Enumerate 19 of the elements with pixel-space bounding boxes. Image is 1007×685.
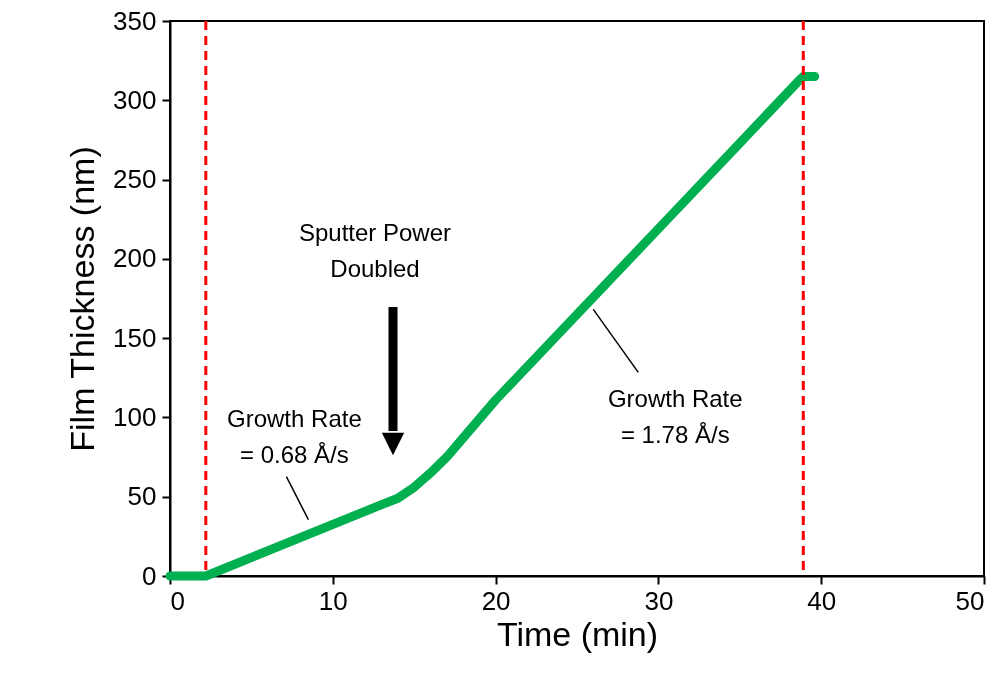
y-tick-label: 100 xyxy=(113,401,157,432)
annotation: Sputter Power Doubled xyxy=(298,219,452,282)
y-tick-label: 250 xyxy=(113,164,157,195)
y-tick-label: 150 xyxy=(113,322,157,353)
y-tick-label: 200 xyxy=(113,243,157,274)
annotation: Growth Rate = 0.68 Å/s xyxy=(227,404,362,468)
y-tick-label: 350 xyxy=(113,5,157,36)
x-axis-title: Time (min) xyxy=(496,614,659,653)
x-tick-label: 40 xyxy=(807,585,837,616)
x-tick-label: 50 xyxy=(955,585,985,616)
y-axis-title: Film Thickness (nm) xyxy=(63,146,102,452)
y-tick-label: 50 xyxy=(127,481,157,512)
x-tick-label: 20 xyxy=(481,585,511,616)
x-tick-label: 0 xyxy=(170,585,185,616)
y-tick-label: 300 xyxy=(113,84,157,115)
annotation: Growth Rate = 1.78 Å/s xyxy=(607,385,743,449)
x-tick-label: 10 xyxy=(318,585,348,616)
y-tick-label: 0 xyxy=(142,560,157,591)
x-tick-label: 30 xyxy=(644,585,674,616)
